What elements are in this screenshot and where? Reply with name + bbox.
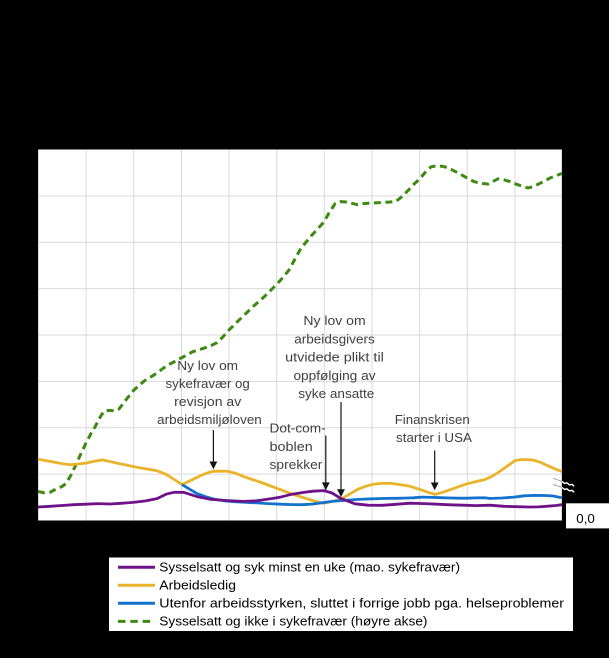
svg-text:Utenfor arbeidsstyrken, slutte: Utenfor arbeidsstyrken, sluttet i forrig… [159, 597, 564, 611]
svg-text:Dot-com- boblen sp: Dot-com- boblen sprekker [270, 421, 330, 472]
svg-text:Sysselsatt og syk minst en uke: Sysselsatt og syk minst en uke (mao. syk… [159, 560, 460, 574]
svg-text:Ny lov om sykefravær og: Ny lov om sykefravær og revisjon av arbe… [157, 358, 262, 427]
svg-text:Finanskrisen starter i U: Finanskrisen starter i USA [395, 412, 474, 445]
svg-text:Sysselsatt og ikke i sykefravæ: Sysselsatt og ikke i sykefravær (høyre a… [159, 615, 427, 629]
svg-text:Arbeidsledig: Arbeidsledig [159, 578, 236, 592]
svg-text:0,0: 0,0 [576, 511, 595, 526]
svg-text:Ny lov om arbeidsgivers: Ny lov om arbeidsgivers utvidede plikt t… [285, 313, 387, 401]
